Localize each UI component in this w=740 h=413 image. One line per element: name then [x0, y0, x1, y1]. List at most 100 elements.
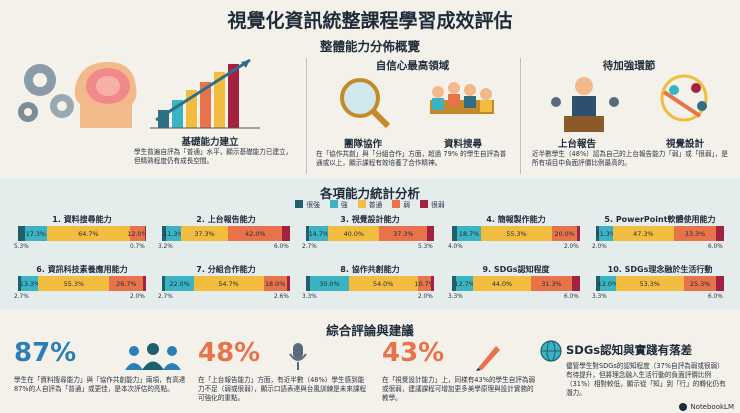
globe-icon: [540, 340, 562, 362]
presenter-design-illustration: [551, 74, 708, 132]
summary-pct-1: 87%: [14, 338, 77, 368]
stats-legend: 很強 強 普通 弱 很弱: [0, 199, 740, 209]
legend-item: 弱: [392, 199, 410, 209]
stacked-bar: 12.0% 53.3% 25.3%: [596, 276, 724, 291]
legend-item: 普通: [357, 199, 383, 209]
brand-label: NotebookLM: [690, 403, 734, 411]
legend-swatch: [392, 200, 401, 208]
design-tools-icon: [476, 346, 500, 371]
legend-item: 很弱: [420, 199, 445, 209]
bar-segment: 11.3%: [163, 226, 184, 241]
legend-swatch: [329, 200, 338, 208]
summary-text-4: 儘管學生對SDGs的認知程度（37%自評為弱或很弱）有待提升，但將理念融入生活行…: [566, 362, 726, 397]
overview-text-3: 近半數學生（48%）認為自己的上台報告能力「弱」或「很弱」，是所有項目中負面評價…: [532, 150, 728, 167]
bar-title: 6. 資訊科技素養應用能力: [36, 265, 128, 274]
stacked-bar: 11.3% 47.3% 33.3%: [596, 226, 724, 241]
bar-segment: 12.0%: [127, 226, 146, 241]
bar-segment: 33.3%: [673, 226, 717, 241]
bar-segment: 12.0%: [598, 276, 618, 291]
bar-segment: 53.3%: [615, 276, 684, 291]
overview-title: 整體能力分佈概覽: [319, 39, 420, 54]
bar-segment: 11.3%: [596, 226, 616, 241]
bar-edge-label-right: 2.6%: [274, 294, 289, 300]
overview-label-visual-design: 視覺設計: [665, 139, 704, 150]
bar-edge-label-left: 5.3%: [14, 244, 29, 250]
bar-segment: [716, 276, 724, 291]
legend-label: 強: [340, 201, 348, 209]
bar-edge-label-right: 2.0%: [564, 244, 579, 250]
bar-segment: 10.7%: [414, 276, 434, 291]
bar-segment: [572, 276, 580, 291]
overview-heading-3: 待加強環節: [602, 60, 656, 72]
bar-edge-label-left: 4.0%: [448, 244, 463, 250]
brain-gears-chart-illustration: [18, 58, 260, 129]
overview-heading-2: 自信心最高領域: [375, 60, 450, 72]
summary-title: 綜合評論與建議: [326, 323, 414, 338]
bar-segment: 54.0%: [348, 276, 418, 291]
legend-label: 普通: [368, 201, 383, 209]
bar-edge-label-right: 6.0%: [708, 294, 723, 300]
overview-panel-3: 待加強環節 上台報告 視覺設計 近半數學生（48%）認為自己的上台報告能力「弱」…: [524, 54, 734, 176]
bar-segment: [143, 276, 146, 291]
bar-segment: [306, 226, 310, 241]
overview-panel-1: 基礎能力建立 學生普遍自評為「普通」水平，顯示基礎能力已建立，但精熟程度仍有成長…: [10, 54, 300, 176]
bar-edge-label-right: 5.3%: [418, 244, 433, 250]
legend-label: 很強: [306, 201, 320, 209]
bar-segment: 18.0%: [263, 276, 287, 291]
bar-segment: 44.0%: [473, 276, 531, 291]
magnifier-team-illustration: [340, 78, 494, 129]
summary-pct-2: 48%: [198, 338, 261, 368]
overview-panel-2: 自信心最高領域 團隊協作 資料搜尋 在「協作共創」與「分組合作」方面，超過 79…: [310, 54, 515, 176]
summary-card-3: 43% 在「視覺設計能力」上，同樣有43%的學生自評為弱或很弱，建議課程可增加更…: [376, 338, 536, 410]
legend-label: 弱: [403, 201, 411, 209]
overview-label-foundation: 基礎能力建立: [181, 137, 239, 148]
bar-segment: 47.3%: [613, 226, 674, 241]
bar-segment: [18, 276, 22, 291]
bar-edge-label-left: 2.7%: [302, 244, 317, 250]
bar-segment: [427, 226, 434, 241]
overview-label-teamwork: 團隊協作: [343, 139, 382, 150]
overview-label-search: 資料搜尋: [443, 139, 482, 150]
bar-segment: [716, 226, 724, 241]
summary-card-2: 48% 在「上台報告能力」方面，有近半數（48%）學生感到能力不足（弱或很弱），…: [192, 338, 372, 410]
summary-card-4: SDGs認知與實踐有落差 儘管學生對SDGs的認知程度（37%自評為弱或很弱）有…: [538, 338, 734, 410]
bar-segment: [452, 276, 457, 291]
bar-segment: 37.3%: [180, 226, 229, 241]
bar-segment: 30.0%: [310, 276, 349, 291]
bar-segment: 12.7%: [455, 276, 475, 291]
stacked-bar: 14.7% 40.0% 37.3%: [306, 226, 434, 241]
legend-swatch: [357, 200, 366, 208]
bar-segment: 17.3%: [24, 226, 47, 241]
bar-segment: 22.0%: [165, 276, 194, 291]
bar-title: 10. SDGs理念融於生活行動: [607, 265, 713, 274]
bar-edge-label-left: 2.7%: [158, 294, 173, 300]
bar-segment: [577, 226, 580, 241]
bar-segment: 20.0%: [551, 226, 578, 241]
stacked-bar: 17.3% 64.7% 12.0%: [18, 226, 146, 241]
bar-segment: [596, 276, 601, 291]
bar-segment: 64.7%: [46, 226, 130, 241]
stacked-bar: 11.3% 37.3% 42.0%: [162, 226, 290, 241]
bar-segment: 18.7%: [457, 226, 482, 241]
bar-edge-label-right: 6.0%: [708, 244, 723, 250]
stats-title: 各項能力統計分析: [319, 186, 420, 201]
bar-edge-label-left: 2.0%: [592, 244, 607, 250]
bar-segment: 13.3%: [20, 276, 40, 291]
bar-segment: 55.3%: [38, 276, 110, 291]
bar-segment: 37.3%: [379, 226, 428, 241]
stacked-bar: 12.7% 44.0% 31.3%: [452, 276, 580, 291]
bar-segment: [596, 226, 599, 241]
bar-segment: 54.7%: [193, 276, 264, 291]
bar-title: 4. 簡報製作能力: [486, 215, 546, 224]
summary-text-2: 在「上台報告能力」方面，有近半數（48%）學生感到能力不足（弱或很弱），顯示口語…: [198, 376, 367, 402]
bar-segment: [431, 276, 434, 291]
bar-segment: 26.7%: [109, 276, 144, 291]
brand-icon: [679, 403, 688, 411]
bar-segment: [306, 276, 311, 291]
bar-title: 3. 視覺設計能力: [340, 215, 400, 224]
legend-label: 很弱: [431, 201, 445, 209]
legend-swatch: [295, 200, 304, 208]
bar-segment: [162, 226, 167, 241]
bar-edge-label-left: 3.3%: [448, 294, 463, 300]
bar-segment: 55.3%: [481, 226, 552, 241]
